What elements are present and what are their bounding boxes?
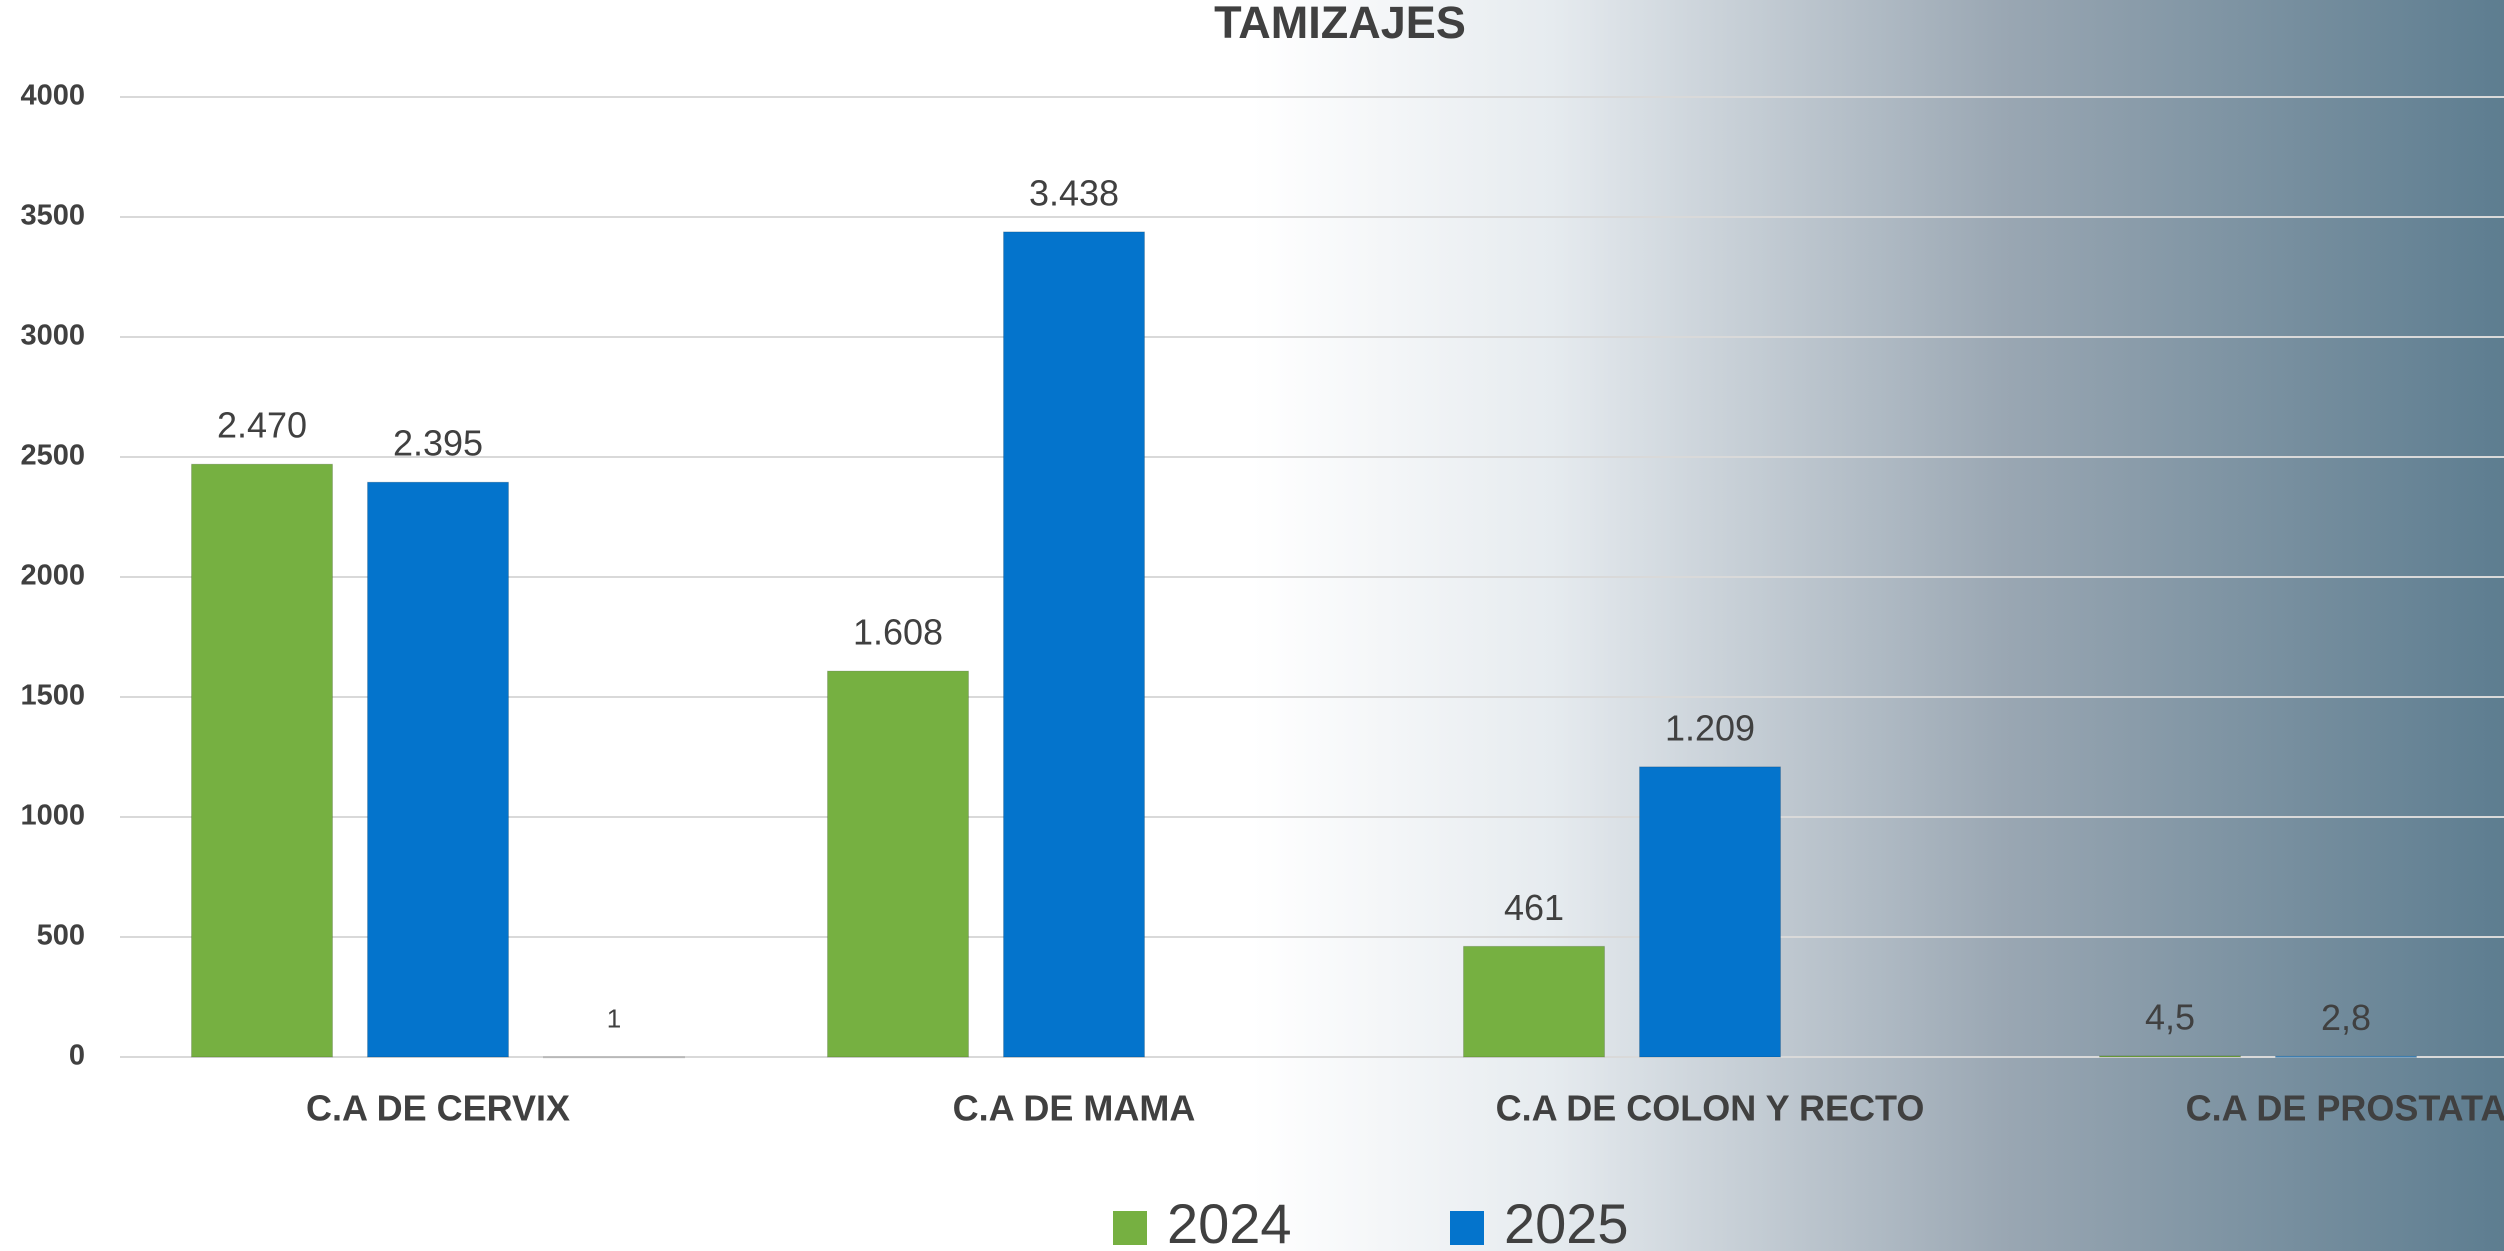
bar (1004, 232, 1145, 1057)
data-label: 1 (607, 1004, 621, 1034)
x-tick-label: C.A DE CERVIX (306, 1088, 570, 1129)
bar (368, 482, 509, 1057)
chart: TAMIZAJES 0 500 1000 1500 2000 2500 3000 3500 40… (0, 0, 2504, 1251)
bar (192, 464, 333, 1057)
y-tick-label: 4000 (20, 80, 85, 112)
chart-title: TAMIZAJES (1214, 0, 1466, 48)
bar (2100, 1056, 2241, 1057)
y-tick-label: 1500 (20, 680, 85, 712)
y-tick-label: 2000 (20, 560, 85, 592)
x-tick-label: C.A DE MAMA (953, 1088, 1196, 1129)
y-tick-label: 500 (37, 920, 85, 952)
y-tick-label: 1000 (20, 800, 85, 832)
legend-label: 2024 (1167, 1192, 1292, 1251)
data-label: 461 (1504, 887, 1564, 928)
page: TAMIZAJES 0 500 1000 1500 2000 2500 3000 3500 40… (0, 0, 2504, 1251)
legend-swatch (1450, 1211, 1484, 1245)
data-label: 4,5 (2145, 996, 2195, 1037)
data-label: 2.470 (217, 405, 307, 446)
y-tick-label: 3500 (20, 200, 85, 232)
bar (1640, 767, 1781, 1057)
data-label: 1.608 (853, 612, 943, 653)
bar (544, 1057, 685, 1058)
data-label: 2.395 (393, 423, 483, 464)
legend-label: 2025 (1504, 1192, 1629, 1251)
y-tick-label: 2500 (20, 440, 85, 472)
bar (828, 671, 969, 1057)
x-tick-label: C.A DE PROSTATA (2186, 1088, 2504, 1129)
data-label: 2,8 (2321, 997, 2371, 1038)
data-label: 3.438 (1029, 172, 1119, 213)
y-tick-label: 3000 (20, 320, 85, 352)
bar (2276, 1056, 2417, 1057)
legend-swatch (1113, 1211, 1147, 1245)
x-tick-label: C.A DE COLON Y RECTO (1496, 1088, 1925, 1129)
y-tick-label: 0 (69, 1040, 85, 1072)
bar (1464, 946, 1605, 1057)
data-label: 1.209 (1665, 707, 1755, 748)
